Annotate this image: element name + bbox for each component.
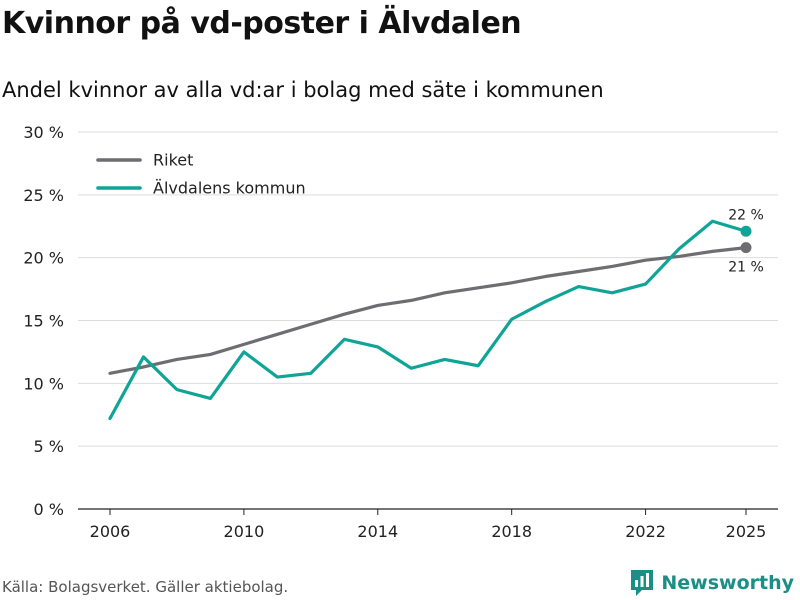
y-tick-label: 5 %	[34, 437, 64, 456]
legend-label-0: Riket	[153, 151, 193, 170]
series-end-point-0	[740, 242, 752, 254]
x-tick-label: 2006	[90, 522, 131, 541]
newsworthy-logo-icon	[631, 570, 654, 596]
series-end-label-0: 21 %	[728, 260, 764, 276]
y-tick-label: 15 %	[23, 312, 64, 331]
source-note: Källa: Bolagsverket. Gäller aktiebolag.	[2, 578, 289, 596]
x-tick-label: 2010	[224, 522, 265, 541]
y-tick-label: 10 %	[23, 374, 64, 393]
x-tick-label: 2025	[726, 522, 767, 541]
brand-name: Newsworthy	[661, 572, 794, 594]
y-tick-label: 25 %	[23, 186, 64, 205]
series-line-0	[108, 246, 748, 375]
series-line-1	[108, 219, 748, 421]
series-end-label-1: 22 %	[728, 207, 764, 223]
x-tick-label: 2022	[625, 522, 666, 541]
brand-logo: Newsworthy	[629, 568, 794, 598]
x-tick-label: 2014	[357, 522, 398, 541]
legend-label-1: Älvdalens kommun	[153, 179, 306, 198]
line-chart: 0 % 5 % 10 % 15 % 20 % 25 % 30 % 2006 2010 2014 20…	[23, 123, 778, 541]
chart-title: Kvinnor på vd-poster i Älvdalen	[2, 6, 522, 41]
chart-subtitle: Andel kvinnor av alla vd:ar i bolag med …	[2, 78, 604, 102]
series-end-point-1	[740, 225, 752, 237]
legend: Riket Älvdalens kommun	[96, 151, 306, 198]
y-tick-label: 0 %	[34, 500, 64, 519]
y-tick-label: 30 %	[23, 123, 64, 142]
series: 21 % 22 %	[108, 207, 764, 421]
x-tick-label: 2018	[491, 522, 532, 541]
axes: 0 % 5 % 10 % 15 % 20 % 25 % 30 % 2006 2010 2014 20…	[23, 123, 778, 541]
y-tick-label: 20 %	[23, 249, 64, 268]
